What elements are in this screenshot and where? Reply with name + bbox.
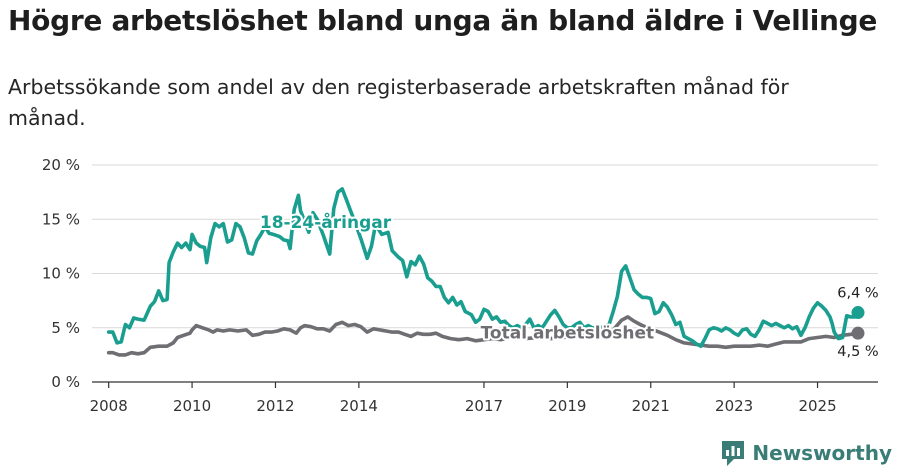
end-marker-youth: [851, 306, 865, 320]
series-label-total: Total arbetslöshet: [481, 324, 655, 344]
y-tick-label: 15 %: [42, 210, 80, 228]
x-tick-label: 2014: [340, 397, 378, 415]
chart-subtitle: Arbetssökande som andel av den registerb…: [8, 75, 789, 130]
x-tick-label: 2021: [632, 397, 670, 415]
end-marker-total: [851, 326, 865, 340]
series-line-youth: [106, 187, 860, 348]
newsworthy-logo-text: Newsworthy: [752, 441, 892, 465]
y-tick-label: 20 %: [42, 156, 80, 174]
newsworthy-logo-icon: [722, 441, 745, 466]
x-tick-label: 2008: [90, 397, 128, 415]
end-label-total: 4,5 %: [837, 344, 878, 360]
chart-title: Högre arbetslöshet bland unga än bland ä…: [8, 4, 878, 37]
y-tick-label: 10 %: [42, 265, 80, 283]
x-tick-label: 2010: [173, 397, 211, 415]
end-label-youth: 6,4 %: [837, 286, 878, 302]
y-tick-label: 5 %: [51, 319, 80, 337]
series-line-total: [106, 315, 860, 357]
series-label-youth: 18-24-åringar: [260, 211, 392, 233]
series-labels: 18-24-åringar Total arbetslöshet 6,4 % 4,5 …: [258, 209, 881, 362]
x-tick-label: 2019: [548, 397, 586, 415]
series-lines: [106, 187, 865, 357]
x-tick-label: 2025: [798, 397, 836, 415]
x-tick-label: 2023: [715, 397, 753, 415]
newsworthy-logo: Newsworthy: [720, 438, 892, 468]
x-axis: 2008 2010 2012 2014 2017 2019 2021 2023 2025: [90, 381, 878, 415]
y-axis: 0 % 5 % 10 % 15 % 20 %: [42, 156, 80, 391]
y-tick-label: 0 %: [51, 373, 80, 391]
x-tick-label: 2012: [256, 397, 294, 415]
x-tick-label: 2017: [465, 397, 503, 415]
